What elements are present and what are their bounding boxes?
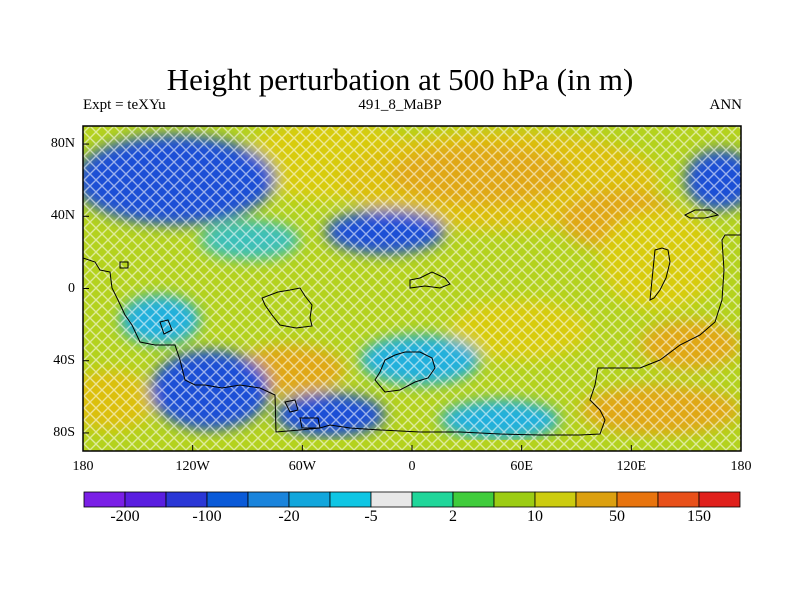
lon-tick-label: 60W (288, 459, 316, 474)
lon-tick-label: 120E (616, 459, 647, 474)
lat-tick-label: 0 (68, 280, 75, 296)
colorbar-swatch (616, 491, 659, 508)
colorbar-label: -200 (110, 508, 140, 525)
lat-tick-label: 80S (53, 424, 75, 440)
plot-title: Height perturbation at 500 hPa (in m) (166, 62, 634, 97)
colorbar-label: 10 (527, 508, 543, 525)
colorbar-swatch (165, 491, 208, 508)
colorbar-swatch (83, 491, 126, 508)
colorbar-swatch (657, 491, 700, 508)
colorbar-swatch (206, 491, 249, 508)
colorbar-swatch (452, 491, 495, 508)
colorbar (83, 491, 741, 508)
colorbar-label: 2 (449, 508, 457, 525)
lat-tick-label: 40S (53, 352, 75, 368)
lat-tick-label: 80N (50, 136, 75, 152)
experiment-label: Expt = teXYu (83, 97, 166, 113)
colorbar-swatch (534, 491, 577, 508)
colorbar-label: 150 (687, 508, 711, 525)
colorbar-label: -100 (192, 508, 222, 525)
colorbar-swatch (698, 491, 741, 508)
colorbar-swatch (575, 491, 618, 508)
colorbar-label: -5 (364, 508, 378, 525)
lat-tick-label: 40N (50, 208, 75, 224)
colorbar-swatch (493, 491, 536, 508)
run-label: 491_8_MaBP (358, 97, 442, 113)
colorbar-swatch (329, 491, 372, 508)
lon-tick-label: 120W (175, 459, 210, 474)
colorbar-swatch (288, 491, 331, 508)
height-field (83, 126, 741, 451)
lon-tick-label: 60E (510, 459, 533, 474)
season-label: ANN (709, 97, 743, 113)
colorbar-label: -20 (278, 508, 300, 525)
lon-tick-label: 0 (408, 459, 416, 474)
colorbar-swatch (124, 491, 167, 508)
colorbar-swatch (370, 491, 413, 508)
lon-tick-label: 180 (730, 459, 752, 474)
colorbar-swatch (411, 491, 454, 508)
colorbar-label: 50 (609, 508, 625, 525)
axis-ticks (82, 143, 742, 451)
hatch-overlay (83, 126, 741, 451)
colorbar-swatch (247, 491, 290, 508)
lon-tick-label: 180 (72, 459, 94, 474)
coastline (83, 209, 741, 436)
